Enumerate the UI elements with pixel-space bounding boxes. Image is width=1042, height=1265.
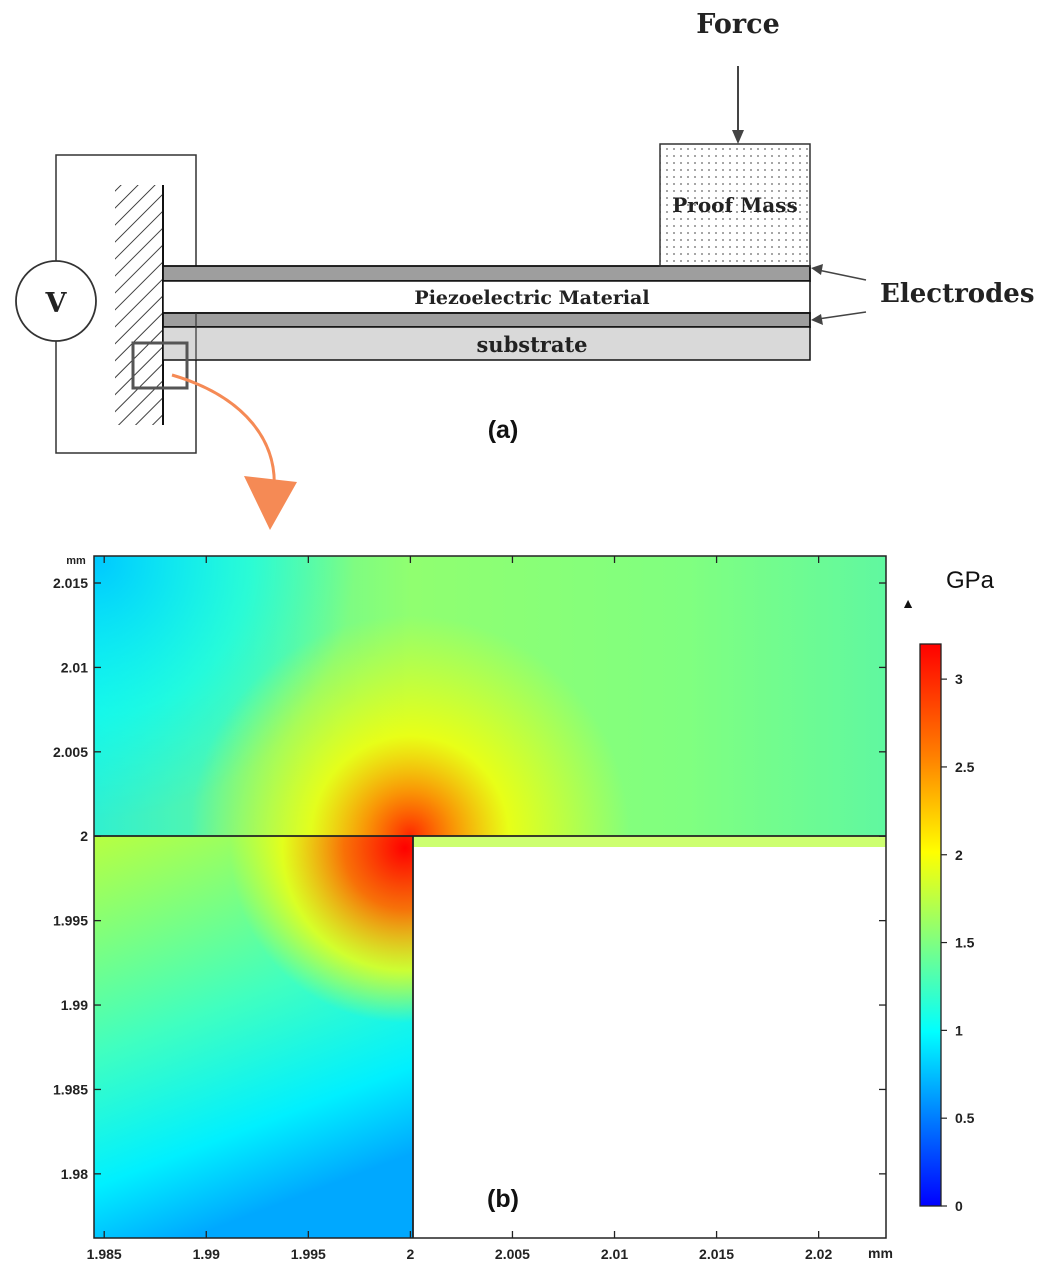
substrate-label: substrate [476, 332, 587, 357]
y-tick-label: 1.995 [53, 913, 88, 929]
y-unit-label: mm [66, 555, 86, 567]
electrode-arrow-bottom [817, 311, 867, 320]
colorbar-tick-label: 1.5 [955, 935, 975, 951]
bottom-electrode [162, 312, 811, 328]
electrode-arrowhead-top [811, 264, 823, 275]
x-tick-label: 2 [406, 1246, 414, 1262]
x-tick-label: 2.015 [699, 1246, 734, 1262]
colorbar-ticks: 3 2.5 2 1.5 1 0.5 0 [941, 671, 975, 1214]
colorbar-max-marker-icon: ▲ [901, 595, 915, 611]
x-tick-label: 1.995 [291, 1246, 326, 1262]
stress-field [94, 556, 886, 1238]
y-tick-label: 2.005 [53, 744, 88, 760]
force-arrow-head [732, 130, 744, 144]
voltage-source-label: V [45, 288, 68, 319]
panel-a-cantilever-diagram: V Piezoelectric Material substrate Proof… [15, 9, 1034, 530]
void-region [414, 847, 886, 1238]
piezo-label: Piezoelectric Material [414, 287, 649, 309]
field-column-hot-zone [94, 836, 413, 1238]
x-tick-label: 2.02 [805, 1246, 832, 1262]
field-top-hot-zone [94, 556, 886, 836]
electrodes-label: Electrodes [880, 279, 1034, 309]
x-unit-label: mm [868, 1245, 893, 1261]
colorbar-tick-label: 3 [955, 671, 963, 687]
top-electrode [162, 265, 811, 282]
y-tick-label: 1.985 [53, 1081, 88, 1097]
x-tick-label: 1.99 [193, 1246, 220, 1262]
electrode-arrow-top [817, 269, 867, 281]
colorbar-unit-label: GPa [946, 567, 995, 594]
caption-a: (a) [488, 416, 519, 444]
colorbar-tick-label: 2 [955, 847, 963, 863]
zoom-region-box [131, 341, 189, 390]
y-tick-label: 2.01 [61, 659, 88, 675]
force-label: Force [696, 9, 780, 40]
fixed-wall-hatch [115, 185, 163, 425]
x-tick-label: 2.005 [495, 1246, 530, 1262]
zoom-arrowhead [244, 476, 297, 530]
y-axis: 2.015 2.01 2.005 2 1.995 1.99 1.985 1.98 [53, 575, 886, 1182]
colorbar-tick-label: 0 [955, 1198, 963, 1214]
x-axis: 1.985 1.99 1.995 2 2.005 2.01 2.015 2.02 [87, 556, 832, 1262]
substrate-layer [162, 326, 811, 361]
colorbar: GPa ▲ 3 2.5 2 1.5 1 0.5 0 [901, 567, 995, 1214]
electrode-arrowhead-bottom [811, 314, 823, 325]
proof-mass-label: Proof Mass [672, 193, 797, 217]
y-tick-label: 1.98 [61, 1166, 88, 1182]
colorbar-gradient [919, 643, 942, 1207]
y-tick-label: 2.015 [53, 575, 88, 591]
field-thin-strip [413, 836, 886, 847]
colorbar-tick-label: 0.5 [955, 1110, 975, 1126]
plot-frame [93, 555, 887, 1239]
x-tick-label: 2.01 [601, 1246, 628, 1262]
voltage-source-icon [15, 260, 97, 342]
panel-b-stress-map: 1.985 1.99 1.995 2 2.005 2.01 2.015 2.02 2.0152… [53, 555, 995, 1262]
colorbar-tick-label: 2.5 [955, 759, 975, 775]
proof-mass [659, 143, 811, 267]
y-tick-label: 2 [80, 828, 88, 844]
caption-b: (b) [487, 1185, 519, 1213]
colorbar-tick-label: 1 [955, 1022, 963, 1038]
y-tick-label: 1.99 [61, 997, 88, 1013]
x-tick-label: 1.985 [87, 1246, 122, 1262]
